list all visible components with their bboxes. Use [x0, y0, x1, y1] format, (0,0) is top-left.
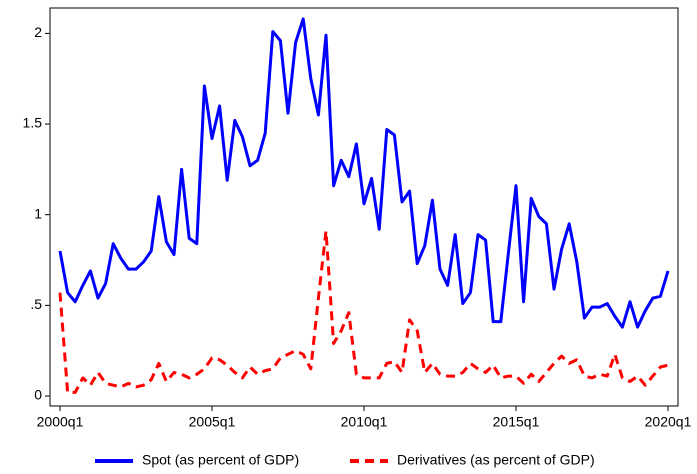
legend-label: Derivatives (as percent of GDP) — [397, 452, 595, 468]
x-tick-label: 2020q1 — [645, 414, 692, 430]
y-tick-label: 1.5 — [23, 115, 43, 131]
y-tick-label: 1 — [34, 205, 42, 221]
x-tick-label: 2010q1 — [341, 414, 388, 430]
y-tick-label: 0 — [34, 387, 42, 403]
plot-frame — [49, 7, 679, 407]
y-tick-label: .5 — [30, 296, 42, 312]
y-tick-label: 2 — [34, 24, 42, 40]
series-line — [58, 229, 669, 394]
x-tick-label: 2005q1 — [189, 414, 236, 430]
series-line — [58, 17, 670, 329]
x-tick-label: 2015q1 — [493, 414, 540, 430]
x-tick-label: 2000q1 — [37, 414, 84, 430]
legend-label: Spot (as percent of GDP) — [142, 452, 299, 468]
